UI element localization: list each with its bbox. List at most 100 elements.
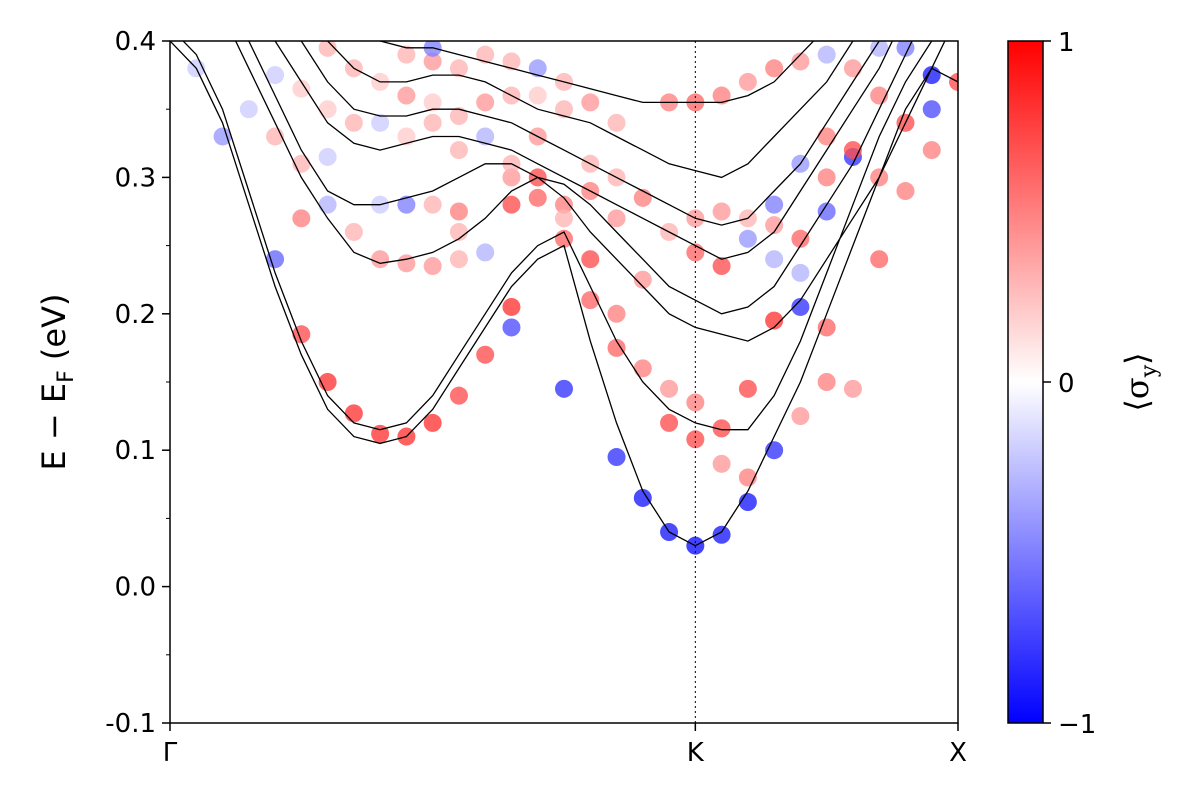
spin-marker: [423, 52, 442, 71]
band-line: [234, 41, 946, 342]
spin-marker: [344, 222, 363, 241]
spin-marker: [712, 257, 731, 276]
spin-marker: [555, 379, 573, 398]
spin-marker: [581, 93, 600, 112]
spin-marker: [712, 419, 731, 438]
spin-marker: [765, 216, 784, 235]
spin-marker: [791, 263, 810, 282]
band-line: [182, 41, 933, 431]
y-axis-ticks: -0.1 0.0 0.1 0.2 0.3 0.4: [105, 27, 170, 739]
spin-marker: [528, 86, 547, 105]
band-line: [274, 41, 894, 260]
spin-marker: [817, 168, 836, 187]
spin-marker: [397, 254, 416, 273]
y-tick-label: -0.1: [105, 709, 156, 739]
spin-marker: [633, 359, 652, 378]
spin-marker: [318, 147, 337, 166]
spin-marker: [765, 311, 784, 330]
spin-marker: [318, 195, 337, 214]
spin-marker: [318, 100, 337, 119]
spin-marker: [738, 379, 757, 398]
spin-marker: [449, 202, 468, 221]
spin-marker: [712, 454, 731, 473]
y-tick-label: 0.0: [115, 573, 156, 603]
spin-marker: [791, 229, 810, 248]
spin-marker: [502, 318, 521, 337]
spin-marker: [449, 386, 468, 405]
spin-marker: [555, 195, 573, 214]
spin-marker: [765, 250, 784, 269]
spin-marker: [449, 141, 468, 160]
y-tick-label: 0.3: [115, 163, 156, 193]
band-lines: [170, 41, 958, 547]
spin-marker: [371, 113, 390, 132]
spin-marker: [712, 202, 731, 221]
colorbar-label: ⟨σy⟩: [1118, 352, 1162, 411]
spin-marker: [397, 45, 416, 64]
spin-marker: [449, 59, 468, 78]
spin-marker: [817, 373, 836, 391]
spin-marker: [423, 413, 442, 432]
spin-marker: [765, 195, 784, 214]
spin-marker: [712, 86, 731, 105]
plot-area: [170, 41, 958, 555]
spin-marker: [449, 250, 468, 269]
spin-marker: [476, 45, 495, 64]
spin-marker: [292, 79, 311, 98]
spin-marker: [870, 41, 889, 57]
spin-marker: [555, 209, 573, 228]
spin-markers: [187, 41, 958, 555]
y-tick-label: 0.2: [115, 300, 156, 330]
band-line: [170, 41, 958, 547]
spin-marker: [896, 182, 915, 201]
spin-marker: [607, 448, 626, 467]
x-tick-label: Γ: [163, 738, 178, 768]
spin-marker: [791, 407, 810, 426]
colorbar-gradient: [1007, 40, 1044, 724]
spin-marker: [791, 297, 810, 316]
band-line: [300, 41, 880, 226]
colorbar-tick-label: −1: [1058, 710, 1096, 740]
spin-marker: [371, 424, 390, 443]
spin-marker: [449, 222, 468, 241]
spin-marker: [660, 379, 679, 398]
spin-marker: [397, 127, 416, 146]
y-tick-label: 0.1: [115, 436, 156, 466]
spin-marker: [266, 250, 285, 269]
spin-marker: [765, 59, 784, 78]
spin-marker: [817, 318, 836, 337]
spin-marker: [528, 188, 547, 207]
spin-marker: [266, 66, 285, 85]
x-tick-label: X: [949, 738, 967, 768]
spin-marker: [502, 195, 521, 214]
spin-marker: [292, 209, 311, 228]
spin-marker: [476, 243, 495, 262]
spin-marker: [922, 141, 941, 160]
spin-marker: [660, 413, 679, 432]
spin-marker: [423, 195, 442, 214]
spin-marker: [633, 270, 652, 289]
spin-marker: [423, 93, 442, 112]
x-tick-label: K: [687, 738, 705, 768]
spin-marker: [502, 297, 521, 316]
spin-marker: [581, 250, 600, 269]
band-line: [326, 41, 854, 179]
spin-marker: [423, 113, 442, 132]
spin-marker: [712, 525, 731, 544]
spin-marker: [423, 257, 442, 276]
spin-marker: [686, 430, 705, 449]
band-line: [248, 41, 913, 315]
colorbar-tick-label: 0: [1058, 369, 1075, 399]
spin-marker: [528, 59, 547, 78]
spin-marker: [633, 488, 652, 507]
y-tick-label: 0.4: [115, 27, 156, 57]
spin-marker: [555, 100, 573, 119]
spin-marker: [607, 338, 626, 357]
spin-marker: [476, 127, 495, 146]
band-line: [378, 41, 815, 104]
spin-marker: [738, 72, 757, 91]
spin-marker: [423, 41, 442, 57]
spin-marker: [738, 229, 757, 248]
